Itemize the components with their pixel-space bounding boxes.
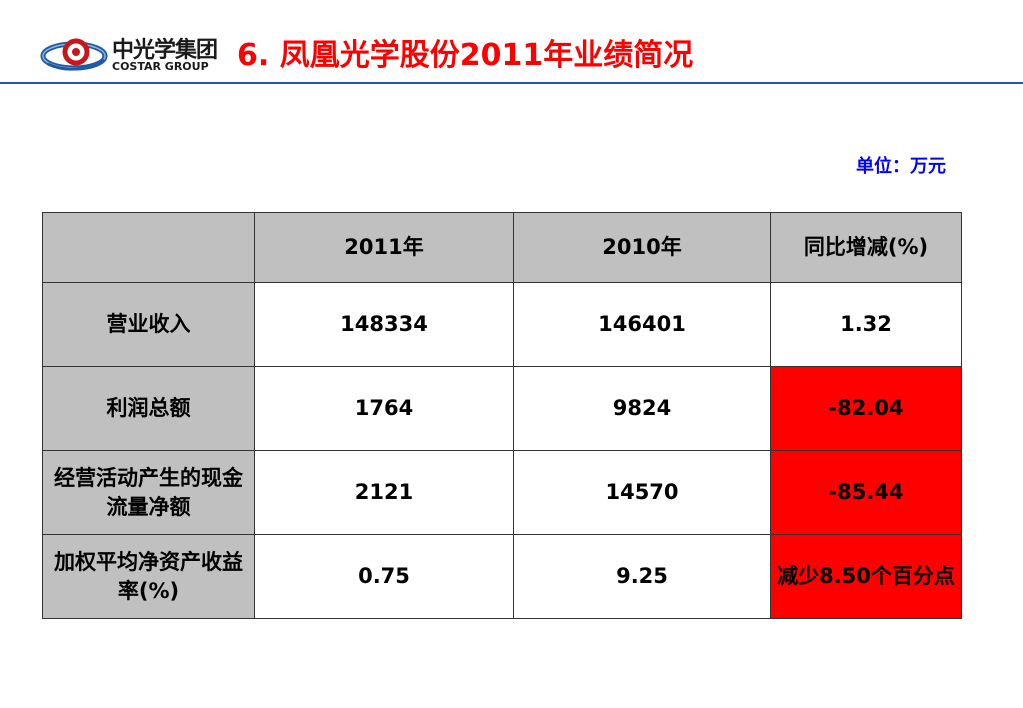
- logo-chinese-text: 中光学集团: [112, 38, 218, 63]
- value-change-highlighted: -85.44: [770, 450, 962, 535]
- table-row: 利润总额 1764 9824 -82.04: [42, 366, 962, 451]
- row-label: 加权平均净资产收益率(%): [42, 534, 255, 619]
- value-2011: 148334: [254, 282, 514, 367]
- header-cell-change: 同比增减(%): [770, 212, 962, 283]
- table-row: 经营活动产生的现金流量净额 2121 14570 -85.44: [42, 450, 962, 535]
- value-change-highlighted: 减少8.50个百分点: [770, 534, 962, 619]
- table-header-row: 2011年 2010年 同比增减(%): [42, 212, 962, 283]
- value-2010: 9.25: [513, 534, 771, 619]
- row-label: 营业收入: [42, 282, 255, 367]
- costar-logo-icon: [40, 38, 108, 71]
- value-change: 1.32: [770, 282, 962, 367]
- header-divider: [0, 82, 1023, 84]
- value-2011: 2121: [254, 450, 514, 535]
- value-2011: 0.75: [254, 534, 514, 619]
- row-label: 经营活动产生的现金流量净额: [42, 450, 255, 535]
- row-label: 利润总额: [42, 366, 255, 451]
- value-2010: 146401: [513, 282, 771, 367]
- table-row: 营业收入 148334 146401 1.32: [42, 282, 962, 367]
- table-row: 加权平均净资产收益率(%) 0.75 9.25 减少8.50个百分点: [42, 534, 962, 619]
- header-cell-2010: 2010年: [513, 212, 771, 283]
- slide-title: 6. 凤凰光学股份2011年业绩简况: [237, 38, 694, 73]
- header-cell-empty: [42, 212, 255, 283]
- value-2011: 1764: [254, 366, 514, 451]
- unit-label: 单位：万元: [856, 156, 946, 177]
- company-logo: 中光学集团 COSTAR GROUP: [40, 30, 225, 78]
- performance-table: 2011年 2010年 同比增减(%) 营业收入 148334 146401 1…: [42, 212, 962, 619]
- header-cell-2011: 2011年: [254, 212, 514, 283]
- logo-english-text: COSTAR GROUP: [112, 60, 209, 73]
- value-2010: 9824: [513, 366, 771, 451]
- value-change-highlighted: -82.04: [770, 366, 962, 451]
- value-2010: 14570: [513, 450, 771, 535]
